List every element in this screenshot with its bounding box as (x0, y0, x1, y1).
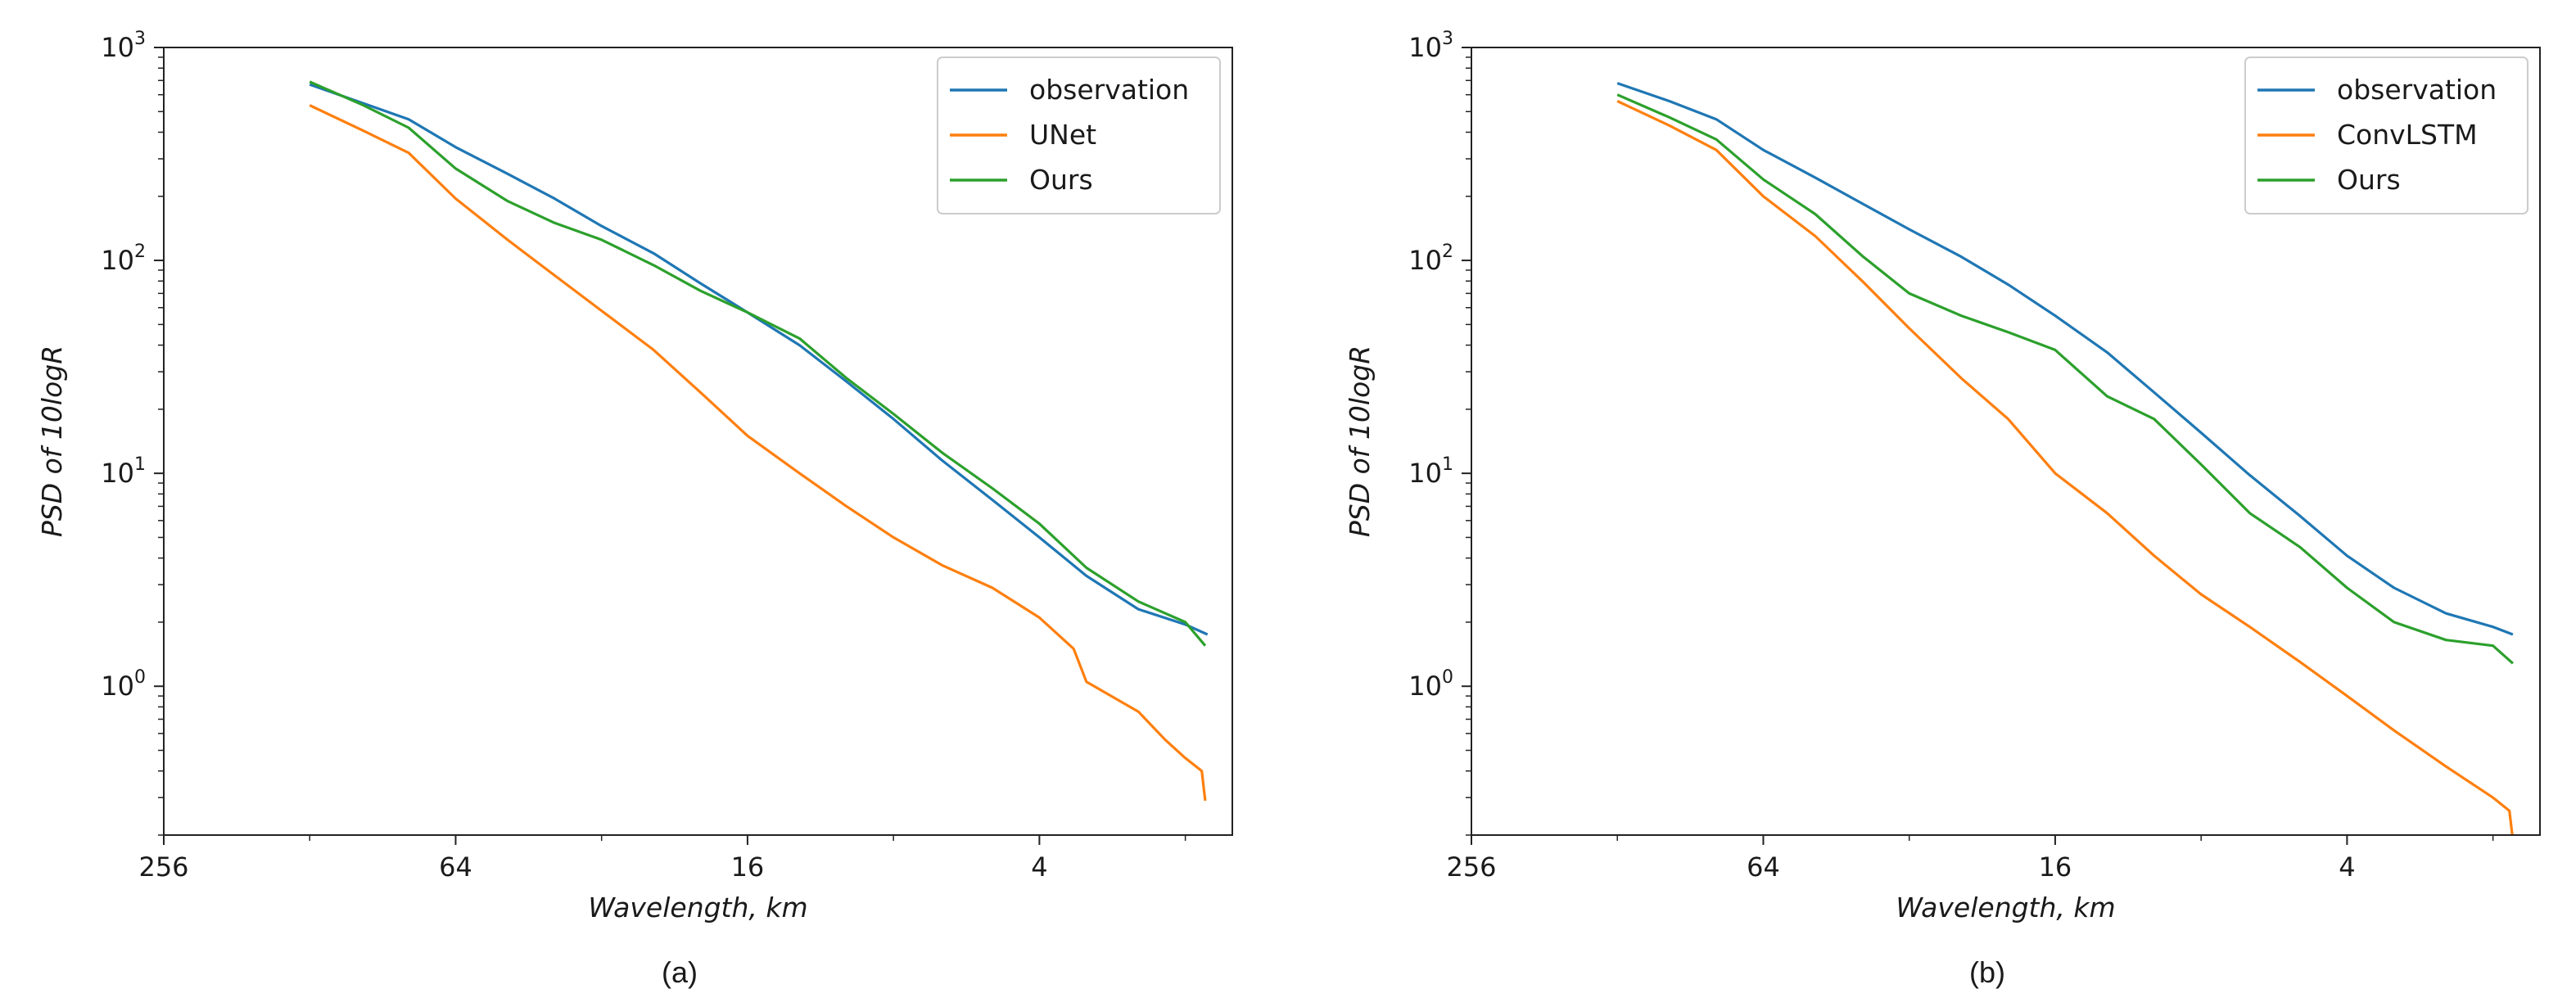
y-tick-base: 10 (101, 32, 134, 63)
y-axis-label: PSD of 10logR (36, 345, 68, 537)
y-tick-exponent: 0 (1442, 667, 1453, 688)
y-tick-exponent: 3 (134, 29, 146, 49)
legend-box (937, 56, 1221, 214)
x-tick-label: 256 (1446, 851, 1496, 883)
x-tick-label: 4 (2339, 851, 2355, 883)
y-tick-label: 102 (1408, 242, 1453, 276)
legend-label: UNet (1029, 119, 1096, 151)
y-tick-exponent: 1 (1442, 454, 1453, 475)
y-tick-label: 101 (1408, 454, 1453, 489)
y-tick-base: 10 (1408, 458, 1442, 489)
y-tick-base: 10 (101, 671, 134, 702)
panel-caption: (a) (662, 955, 698, 989)
y-tick-exponent: 0 (134, 667, 146, 688)
y-tick-label: 102 (101, 242, 146, 276)
x-tick-label: 256 (138, 851, 188, 883)
y-tick-label: 103 (1408, 29, 1453, 63)
y-tick-exponent: 3 (1442, 29, 1453, 49)
x-tick-label: 64 (439, 851, 472, 883)
series-line-ours (309, 80, 1207, 647)
y-tick-label: 100 (101, 667, 146, 702)
y-tick-exponent: 1 (134, 454, 146, 475)
y-tick-base: 10 (1408, 32, 1442, 63)
legend-box (2244, 56, 2529, 214)
y-tick-base: 10 (101, 245, 134, 276)
series-line-observation (309, 83, 1209, 636)
y-tick-base: 10 (1408, 671, 1442, 702)
y-tick-label: 101 (101, 454, 146, 489)
legend: observation ConvLSTM Ours (2244, 56, 2529, 214)
series-line-convlstm (1616, 100, 2514, 835)
legend-label: observation (1029, 74, 1189, 106)
legend-label: ConvLSTM (2337, 119, 2478, 151)
series-line-unet (309, 104, 1207, 802)
panel-caption: (b) (1969, 955, 2005, 989)
series-line-observation (1616, 82, 2514, 636)
series-line-ours (1616, 93, 2514, 665)
x-axis-label: Wavelength, km (1896, 892, 2115, 923)
legend-label: Ours (2337, 164, 2401, 196)
y-tick-label: 100 (1408, 667, 1453, 702)
x-tick-label: 4 (1031, 851, 1047, 883)
plot-frame (163, 47, 1233, 836)
y-tick-exponent: 2 (134, 242, 146, 262)
legend-label: observation (2337, 74, 2497, 106)
plot-frame (1471, 47, 2541, 836)
x-tick-label: 16 (2039, 851, 2072, 883)
x-tick-label: 16 (731, 851, 765, 883)
y-tick-exponent: 2 (1442, 242, 1453, 262)
y-tick-base: 10 (1408, 245, 1442, 276)
series-group (309, 80, 1209, 802)
x-axis-label: Wavelength, km (588, 892, 807, 923)
y-tick-base: 10 (101, 458, 134, 489)
series-group (1616, 82, 2514, 835)
x-tick-label: 64 (1747, 851, 1780, 883)
y-tick-label: 103 (101, 29, 146, 63)
y-axis-label: PSD of 10logR (1344, 345, 1376, 537)
legend-label: Ours (1029, 164, 1093, 196)
legend: observation UNet Ours (937, 56, 1221, 214)
